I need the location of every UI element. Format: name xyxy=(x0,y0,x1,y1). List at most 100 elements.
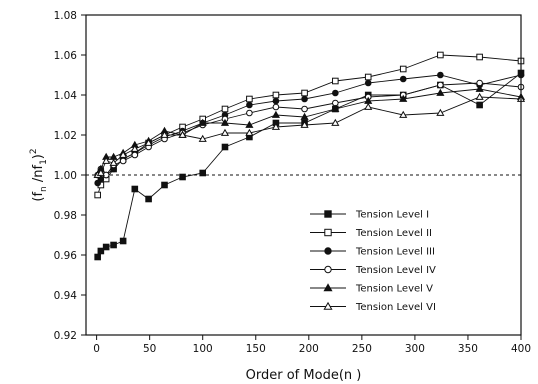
data-point xyxy=(131,151,139,159)
data-point xyxy=(198,118,207,126)
data-point xyxy=(271,110,280,118)
x-tick-label: 400 xyxy=(511,343,531,355)
legend-item: Tension Level II xyxy=(310,228,432,239)
legend-item: Tension Level III xyxy=(310,247,435,258)
data-point xyxy=(476,101,483,109)
series-5 xyxy=(93,84,526,178)
legend-label: Tension Level VI xyxy=(355,302,436,313)
data-point xyxy=(144,138,153,146)
axes: 0 50 100 150 200 250 300 350 400 0.920.940.960.9… xyxy=(54,10,531,355)
data-point xyxy=(437,81,444,89)
data-point xyxy=(199,169,207,177)
data-point xyxy=(300,120,309,128)
y-tick-label: 0.92 xyxy=(54,330,77,342)
data-point xyxy=(332,89,339,97)
x-tick-label: 250 xyxy=(352,343,372,355)
data-point xyxy=(301,95,308,103)
data-point xyxy=(119,150,128,158)
data-point xyxy=(246,109,253,117)
x-tick-label: 200 xyxy=(299,343,319,355)
data-point xyxy=(245,128,254,136)
x-tick-label: 150 xyxy=(246,343,266,355)
legend-item: Tension Level I xyxy=(310,210,429,221)
data-point xyxy=(160,130,169,138)
y-tick-label: 0.98 xyxy=(54,210,77,222)
data-point xyxy=(331,118,340,126)
data-point xyxy=(323,283,333,292)
data-point xyxy=(178,130,187,138)
data-point xyxy=(399,75,407,83)
y-tick-label: 1.02 xyxy=(54,130,77,142)
data-point xyxy=(131,185,139,193)
data-point xyxy=(119,157,127,165)
data-point xyxy=(96,168,105,176)
legend-label: Tension Level IV xyxy=(355,265,436,276)
series-6 xyxy=(93,92,526,178)
data-point xyxy=(399,110,408,118)
data-point xyxy=(161,181,168,189)
data-point xyxy=(97,247,105,255)
legend-label: Tension Level I xyxy=(355,210,429,221)
legend-label: Tension Level V xyxy=(355,284,433,295)
series-line xyxy=(97,72,522,258)
data-point xyxy=(272,91,280,99)
data-point xyxy=(364,79,372,87)
data-point xyxy=(272,97,280,105)
data-point xyxy=(331,104,340,112)
data-point xyxy=(245,120,254,128)
x-tick-label: 350 xyxy=(458,343,478,355)
data-point xyxy=(145,195,152,203)
legend-label: Tension Level II xyxy=(355,228,432,239)
y-tick-label: 0.94 xyxy=(54,290,78,302)
data-point xyxy=(272,103,280,111)
data-point xyxy=(475,92,484,100)
data-point xyxy=(364,73,372,81)
data-point xyxy=(198,134,207,142)
x-axis-title: Order of Mode(n ) xyxy=(246,368,362,383)
series-3 xyxy=(94,71,525,187)
data-point xyxy=(399,94,408,102)
data-point xyxy=(119,237,127,245)
series-1 xyxy=(94,69,525,261)
x-axis-ticks: 0 50 100 150 200 250 300 350 400 xyxy=(93,335,531,355)
data-point xyxy=(246,95,253,103)
y-tick-label: 1.00 xyxy=(54,170,77,182)
data-point xyxy=(221,143,229,151)
y-axis-title: (fn /nf1)2 xyxy=(29,148,49,201)
series-line xyxy=(97,88,522,176)
data-point xyxy=(436,108,445,116)
data-point xyxy=(221,105,229,113)
legend-label: Tension Level III xyxy=(355,247,435,258)
legend-item: Tension Level VI xyxy=(310,301,436,313)
data-point xyxy=(437,71,444,79)
data-point xyxy=(102,156,111,164)
y-axis-ticks: 0.92 0.94 0.96 0.98 1.00 1.02 1.04 1.06 1.08 xyxy=(54,10,86,342)
data-point xyxy=(94,253,101,261)
data-point xyxy=(301,89,308,97)
data-point xyxy=(364,102,373,110)
x-tick-label: 300 xyxy=(405,343,425,355)
data-point xyxy=(399,65,407,73)
data-point xyxy=(246,101,253,109)
data-point xyxy=(324,265,332,274)
data-point xyxy=(324,210,332,218)
legend-item: Tension Level V xyxy=(310,283,433,295)
data-point xyxy=(301,105,308,113)
data-point xyxy=(102,243,110,251)
data-point xyxy=(179,173,186,181)
data-point xyxy=(436,88,445,96)
data-point xyxy=(437,51,444,59)
data-point xyxy=(324,228,332,237)
legend-item: Tension Level IV xyxy=(310,265,436,276)
data-point xyxy=(475,84,484,92)
x-tick-label: 100 xyxy=(193,343,213,355)
data-point xyxy=(324,247,332,255)
data-point xyxy=(109,158,118,166)
data-point xyxy=(476,53,483,61)
x-tick-label: 0 xyxy=(93,343,100,355)
x-tick-label: 50 xyxy=(143,343,156,355)
data-point xyxy=(323,301,333,310)
legend: Tension Level I Tension Level II Tension L… xyxy=(310,210,436,313)
data-point xyxy=(130,144,139,152)
